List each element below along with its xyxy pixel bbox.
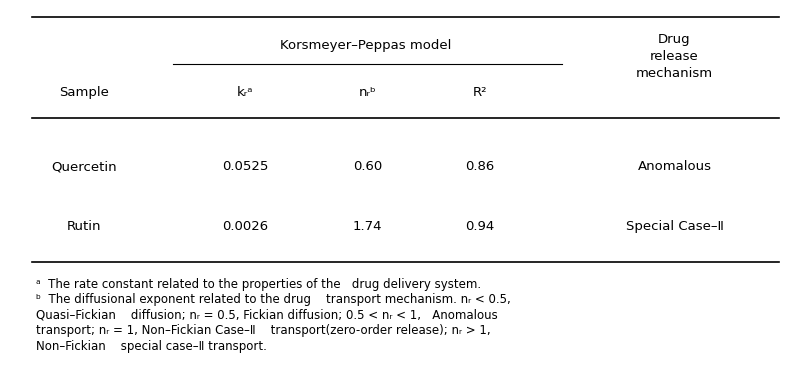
Text: Anomalous: Anomalous <box>637 160 711 173</box>
Text: Quasi–Fickian    diffusion; nᵣ = 0.5, Fickian diffusion; 0.5 < nᵣ < 1,   Anomalo: Quasi–Fickian diffusion; nᵣ = 0.5, Ficki… <box>36 308 497 322</box>
Text: 0.60: 0.60 <box>353 160 382 173</box>
Text: nᵣᵇ: nᵣᵇ <box>358 86 376 99</box>
Text: Rutin: Rutin <box>67 220 101 234</box>
Text: ᵇ  The diffusional exponent related to the drug    transport mechanism. nᵣ < 0.5: ᵇ The diffusional exponent related to th… <box>36 293 510 306</box>
Text: Non–Fickian    special case–Ⅱ transport.: Non–Fickian special case–Ⅱ transport. <box>36 340 267 353</box>
Text: 0.86: 0.86 <box>465 160 494 173</box>
Text: Quercetin: Quercetin <box>51 160 117 173</box>
Text: kᵣᵃ: kᵣᵃ <box>237 86 253 99</box>
Text: 0.0026: 0.0026 <box>221 220 268 234</box>
Text: 0.0525: 0.0525 <box>221 160 268 173</box>
Text: Drug
release
mechanism: Drug release mechanism <box>635 33 712 80</box>
Text: R²: R² <box>472 86 487 99</box>
Text: 1.74: 1.74 <box>353 220 382 234</box>
Text: Korsmeyer–Peppas model: Korsmeyer–Peppas model <box>279 39 451 52</box>
Text: ᵃ  The rate constant related to the properties of the   drug delivery system.: ᵃ The rate constant related to the prope… <box>36 277 480 291</box>
Text: Special Case–Ⅱ: Special Case–Ⅱ <box>625 220 723 234</box>
Text: 0.94: 0.94 <box>465 220 494 234</box>
Text: Sample: Sample <box>59 86 109 99</box>
Text: transport; nᵣ = 1, Non–Fickian Case–Ⅱ    transport(zero-order release); nᵣ > 1,: transport; nᵣ = 1, Non–Fickian Case–Ⅱ tr… <box>36 324 490 337</box>
